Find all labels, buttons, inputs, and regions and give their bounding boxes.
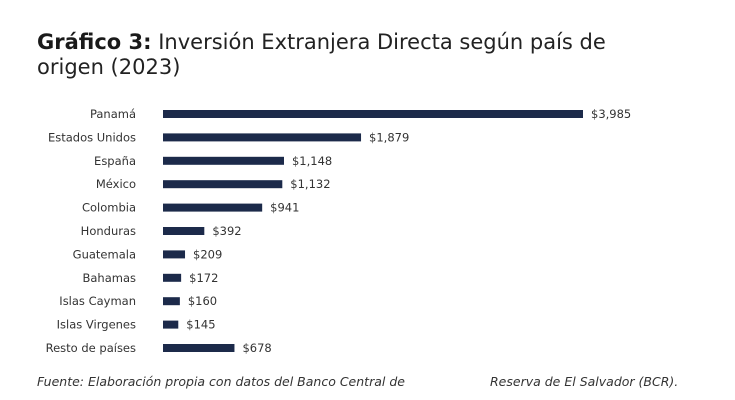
category-label: México — [96, 177, 136, 191]
chart-title: Gráfico 3: Inversión Extranjera Directa … — [37, 30, 637, 80]
bar — [163, 273, 182, 282]
category-label: Islas Virgenes — [57, 318, 136, 332]
data-label: $145 — [186, 318, 215, 332]
bar — [163, 203, 263, 212]
chart-title-prefix: Gráfico 3: — [37, 30, 152, 54]
bar — [163, 156, 284, 165]
bar — [163, 297, 180, 306]
source-note-part2: Reserva de El Salvador (BCR). — [490, 374, 679, 389]
source-note: Fuente: Elaboración propia con datos del… — [37, 374, 678, 389]
category-label: Honduras — [81, 224, 136, 238]
data-label: $941 — [270, 201, 299, 215]
category-label: Panamá — [90, 107, 136, 121]
category-label: Resto de países — [46, 341, 136, 355]
data-label: $1,148 — [292, 154, 332, 168]
bar — [163, 344, 235, 352]
data-label: $678 — [242, 341, 271, 355]
category-label: Bahamas — [82, 271, 136, 285]
bar — [163, 250, 186, 259]
data-label: $209 — [193, 247, 222, 261]
data-label: $160 — [188, 294, 217, 308]
bar — [163, 180, 283, 189]
data-label: $1,132 — [290, 177, 330, 191]
category-label: Colombia — [82, 201, 136, 215]
data-label: $1,879 — [369, 130, 409, 144]
data-label: $172 — [189, 271, 218, 285]
category-label: España — [94, 154, 136, 168]
category-label: Guatemala — [73, 247, 136, 261]
data-label: $392 — [212, 224, 241, 238]
bar — [163, 133, 362, 142]
data-label: $3,985 — [591, 107, 631, 121]
bar — [163, 110, 583, 118]
category-label: Estados Unidos — [48, 130, 136, 144]
chart-title-text: Inversión Extranjera Directa según país … — [37, 30, 606, 79]
category-label: Islas Cayman — [59, 294, 136, 308]
bar — [163, 320, 179, 329]
source-note-part1: Fuente: Elaboración propia con datos del… — [37, 374, 405, 389]
bar — [163, 227, 205, 235]
